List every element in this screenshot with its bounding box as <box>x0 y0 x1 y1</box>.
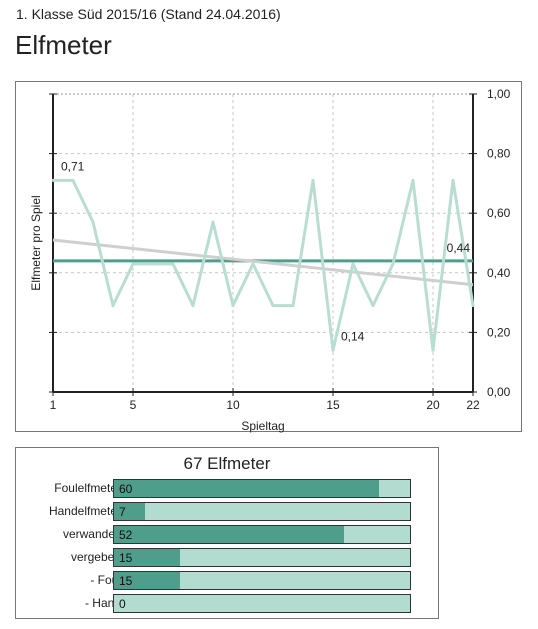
summary-row-label: Handelfmeter <box>48 504 121 518</box>
summary-bar-value: 60 <box>119 482 133 496</box>
summary-bar-value: 15 <box>119 574 133 588</box>
summary-bar-fill <box>114 503 145 520</box>
summary-row: vergeben 15 <box>16 548 438 567</box>
summary-row-label: verwandelt <box>62 527 121 541</box>
summary-bar-track: 7 <box>113 502 411 521</box>
summary-row-label: Foulelfmeter <box>54 481 121 495</box>
summary-row: - Hand 0 <box>16 594 438 613</box>
summary-bar-value: 0 <box>119 597 126 611</box>
summary-row-label: - Hand <box>84 596 121 610</box>
summary-bar-track: 15 <box>113 548 411 567</box>
summary-bar-fill <box>114 526 344 543</box>
summary-row: Foulelfmeter 60 <box>16 479 438 498</box>
summary-bar-track: 15 <box>113 571 411 590</box>
summary-bar-fill <box>114 549 181 566</box>
penalty-summary-panel: 67 Elfmeter Foulelfmeter 60 Handelfmeter 7 v… <box>15 447 439 619</box>
summary-bar-track: 52 <box>113 525 411 544</box>
summary-bar-value: 15 <box>119 551 133 565</box>
summary-title: 67 Elfmeter <box>183 454 271 473</box>
summary-bar-fill <box>114 572 181 589</box>
summary-bar-value: 7 <box>119 505 126 519</box>
summary-row: - Foul 15 <box>16 571 438 590</box>
summary-bar-value: 52 <box>119 528 133 542</box>
summary-row-label: vergeben <box>70 550 121 564</box>
summary-bar-track: 60 <box>113 479 411 498</box>
chart-frame <box>15 81 522 432</box>
summary-bar-fill <box>114 480 380 497</box>
summary-row: Handelfmeter 7 <box>16 502 438 521</box>
summary-row: verwandelt 52 <box>16 525 438 544</box>
page-subtitle: 1. Klasse Süd 2015/16 (Stand 24.04.2016) <box>16 6 281 22</box>
summary-bar-track: 0 <box>113 594 411 613</box>
page-title: Elfmeter <box>15 30 112 60</box>
